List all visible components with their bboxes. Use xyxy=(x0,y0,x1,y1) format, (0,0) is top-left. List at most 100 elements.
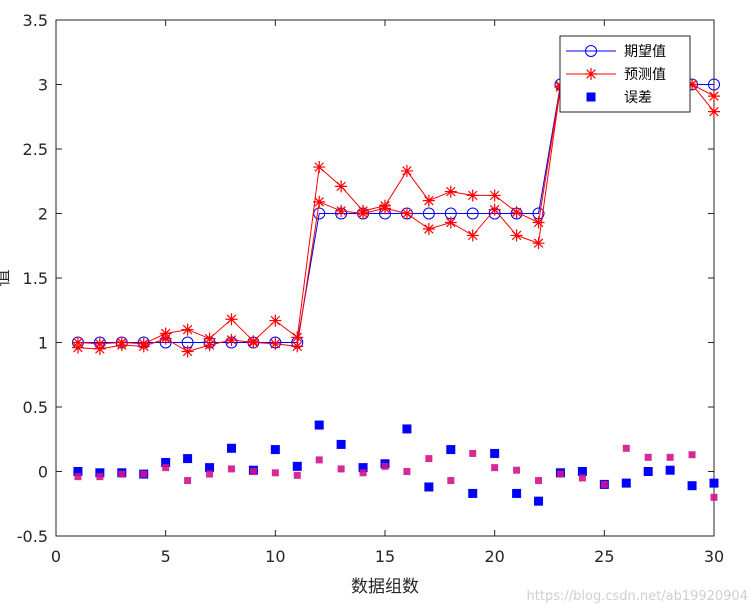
data-point-star xyxy=(313,195,326,208)
y-axis-title: 值 xyxy=(0,270,13,287)
x-tick-label: 15 xyxy=(375,547,395,566)
y-tick-label: 0 xyxy=(38,463,48,482)
data-point-star xyxy=(269,337,282,350)
data-point-square-small xyxy=(381,462,389,470)
data-point-star xyxy=(357,207,370,220)
data-point-square-small xyxy=(315,456,323,464)
data-point-star xyxy=(400,164,413,177)
data-point-square-small xyxy=(337,465,345,473)
data-point-star xyxy=(269,314,282,327)
data-point-star xyxy=(71,341,84,354)
data-point-star xyxy=(313,161,326,174)
data-point-square xyxy=(226,443,236,453)
data-point-square-small xyxy=(622,444,630,452)
x-axis-title: 数据组数 xyxy=(351,577,419,597)
data-point-square-small xyxy=(74,473,82,481)
data-point-star xyxy=(93,342,106,355)
data-point-square-small xyxy=(578,474,586,482)
data-point-star xyxy=(422,194,435,207)
data-point-square-small xyxy=(535,477,543,485)
data-point-square-small xyxy=(359,469,367,477)
data-point-square xyxy=(270,445,280,455)
data-point-star xyxy=(291,340,304,353)
data-point-square xyxy=(73,467,83,476)
data-point-star xyxy=(335,204,348,217)
watermark: https://blog.csdn.net/ab19920904 xyxy=(527,589,748,604)
data-point-star xyxy=(247,336,260,349)
data-point-star xyxy=(488,189,501,202)
data-point-star xyxy=(466,229,479,242)
data-point-star xyxy=(708,105,720,118)
data-point-square-small xyxy=(227,465,235,473)
data-point-square xyxy=(402,424,412,434)
data-point-star xyxy=(444,216,457,229)
data-point-star xyxy=(203,339,216,352)
data-point-square xyxy=(424,482,434,492)
data-point-star xyxy=(488,203,501,216)
data-point-square-small xyxy=(556,470,564,478)
data-point-square-small xyxy=(403,468,411,475)
data-point-square-small xyxy=(118,470,126,478)
data-point-square-small xyxy=(162,464,170,472)
data-point-square-small xyxy=(206,470,214,478)
data-point-star xyxy=(181,323,194,336)
x-axis: 0 5 10 15 20 25 30 xyxy=(51,20,724,566)
data-point-square-small xyxy=(293,471,301,479)
data-point-square-small xyxy=(644,453,652,461)
data-point-star xyxy=(335,180,348,193)
data-point-square xyxy=(577,467,587,476)
data-point-square xyxy=(358,463,368,473)
data-point-star xyxy=(686,78,699,91)
data-point-square xyxy=(643,467,653,476)
data-point-star xyxy=(400,207,413,220)
data-point-square-small xyxy=(688,451,696,459)
data-point-circle xyxy=(708,78,720,91)
x-tick-label: 0 xyxy=(51,547,61,566)
data-point-square xyxy=(534,496,544,506)
data-point-star xyxy=(510,229,523,242)
legend-label: 误差 xyxy=(624,90,652,106)
data-point-star xyxy=(225,333,238,346)
y-tick-label: -0.5 xyxy=(17,527,48,546)
series-4 xyxy=(74,444,718,501)
data-point-square-small xyxy=(666,453,674,461)
y-axis: -0.5 0 0.5 1 1.5 2 2.5 3 3.5 xyxy=(17,11,714,546)
data-point-square-small xyxy=(96,473,104,481)
data-point-square xyxy=(183,454,193,464)
data-point-star xyxy=(708,90,720,103)
data-point-star xyxy=(532,237,545,250)
data-point-square xyxy=(205,463,215,473)
x-tick-label: 25 xyxy=(594,547,614,566)
data-point-star xyxy=(137,340,150,353)
data-point-star xyxy=(115,339,128,352)
y-tick-label: 3 xyxy=(38,76,48,95)
y-tick-label: 3.5 xyxy=(23,11,48,30)
x-tick-label: 30 xyxy=(704,547,724,566)
data-point-square xyxy=(161,457,171,467)
y-tick-label: 1.5 xyxy=(23,269,48,288)
data-point-square-small xyxy=(600,480,608,488)
data-point-star xyxy=(181,345,194,358)
legend-marker-circle xyxy=(585,45,597,57)
data-point-square-small xyxy=(271,469,279,477)
data-point-star xyxy=(444,185,457,198)
legend-label: 预测值 xyxy=(624,67,666,83)
data-point-star xyxy=(225,313,238,326)
data-point-square-small xyxy=(710,493,718,501)
data-point-square xyxy=(621,478,631,488)
data-point-square-small xyxy=(513,466,521,474)
data-point-star xyxy=(159,332,172,345)
y-tick-label: 2.5 xyxy=(23,140,48,159)
data-point-square xyxy=(490,448,500,458)
data-point-square xyxy=(512,488,522,498)
y-tick-label: 0.5 xyxy=(23,398,48,417)
data-point-star xyxy=(379,202,391,215)
data-point-star xyxy=(291,331,304,344)
data-point-circle xyxy=(466,207,479,220)
data-point-square xyxy=(687,481,697,491)
data-point-square-small xyxy=(425,455,433,463)
data-point-star xyxy=(510,206,523,219)
data-point-square-small xyxy=(447,477,455,485)
